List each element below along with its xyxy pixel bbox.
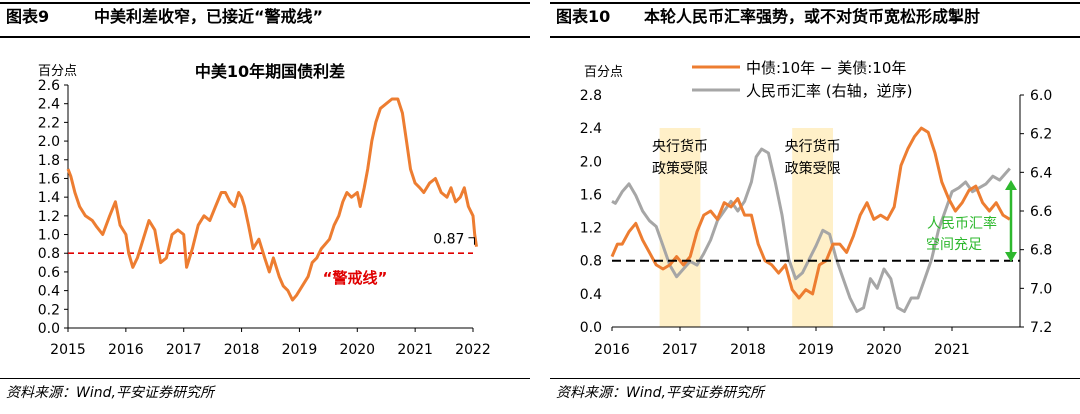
spread-series-line	[66, 97, 478, 302]
footer-rule	[0, 378, 530, 379]
y2-tick-label: 7.2	[1030, 320, 1052, 336]
figure-title: 中美利差收窄，已接近“警戒线”	[94, 7, 324, 26]
y2-tick-label: 6.2	[1030, 127, 1052, 143]
y2-tick-label: 6.0	[1030, 88, 1052, 104]
band-label: 政策受限	[785, 160, 841, 177]
y-tick-label: 1.0	[38, 228, 60, 244]
footer-rule	[550, 378, 1080, 379]
y-tick-label: 1.2	[38, 209, 60, 225]
x-tick-label: 2019	[798, 342, 834, 358]
figure-title: 本轮人民币汇率强势，或不对货币宽松形成掣肘	[644, 7, 981, 26]
last-value-label: 0.87	[433, 232, 464, 248]
chart-title: 中美10年期国债利差	[195, 62, 345, 81]
x-tick-label: 2017	[662, 342, 698, 358]
rmb-rate-series-line	[611, 147, 1011, 313]
band-label: 央行货币	[785, 138, 841, 155]
x-tick-label: 2015	[50, 342, 86, 358]
legend-label-rmb: 人民币汇率 (右轴，逆序)	[746, 82, 912, 100]
y-tick-label: 0.2	[38, 302, 60, 318]
x-tick-label: 2016	[108, 342, 144, 358]
chart-panel-spread: 图表9 中美利差收窄，已接近“警戒线” 百分点 中美10年期国债利差 0.0 0.2 0…	[0, 0, 530, 414]
y-tick-label: 1.2	[580, 221, 602, 237]
x-tick-label: 2017	[166, 342, 202, 358]
y-tick-label: 2.4	[580, 121, 602, 137]
y-tick-label: 0.0	[38, 321, 60, 337]
header-bottom-rule	[0, 36, 530, 38]
figure-header: 图表9 中美利差收窄，已接近“警戒线”	[0, 0, 530, 34]
y-tick-label: 1.8	[38, 153, 60, 169]
space-arrow-head-down	[1005, 252, 1017, 262]
figure-number: 图表10	[556, 7, 611, 26]
y-axis-unit: 百分点	[38, 64, 77, 79]
x-tick-label: 2018	[224, 342, 260, 358]
y-tick-label: 0.8	[580, 254, 602, 270]
y-tick-label: 2.0	[38, 134, 60, 150]
last-value-pointer	[468, 237, 475, 245]
warning-line-label: “警戒线”	[323, 269, 388, 287]
band-label: 央行货币	[652, 138, 708, 155]
header-top-rule	[550, 2, 1080, 4]
y-tick-label: 2.8	[580, 88, 602, 104]
y-tick-label: 1.6	[38, 171, 60, 187]
source-note: 资料来源：Wind,平安证券研究所	[556, 385, 764, 401]
space-annotation: 空间充足	[926, 237, 982, 253]
source-note: 资料来源：Wind,平安证券研究所	[6, 385, 214, 401]
cn-us-spread-series-line	[610, 126, 1011, 300]
y2-tick-label: 6.6	[1030, 204, 1052, 220]
y2-tick-label: 6.4	[1030, 165, 1052, 181]
space-annotation: 人民币汇率	[927, 215, 997, 232]
legend-label-spread: 中债:10年 − 美债:10年	[746, 59, 906, 77]
x-tick-label: 2016	[594, 342, 630, 358]
y-tick-label: 0.4	[580, 287, 602, 303]
y-tick-label: 0.4	[38, 284, 60, 300]
y2-tick-label: 7.0	[1030, 281, 1052, 297]
y-tick-label: 2.6	[38, 78, 60, 94]
y-tick-label: 0.6	[38, 265, 60, 281]
spread-chart: 百分点 中美10年期国债利差 0.0 0.2 0.4 0.6 0.8 1.0 1.2 1.4 1.6…	[38, 62, 491, 358]
header-bottom-rule	[550, 36, 1080, 38]
y2-tick-label: 6.8	[1030, 243, 1052, 259]
x-tick-label: 2019	[282, 342, 318, 358]
x-tick-label: 2021	[934, 342, 970, 358]
header-top-rule	[0, 2, 530, 4]
policy-limit-band	[659, 128, 701, 327]
figure-header: 图表10 本轮人民币汇率强势，或不对货币宽松形成掣肘	[550, 0, 1080, 34]
y-tick-label: 1.4	[38, 190, 60, 206]
x-tick-label: 2020	[866, 342, 902, 358]
x-tick-label: 2020	[339, 342, 375, 358]
x-tick-label: 2021	[397, 342, 433, 358]
y-tick-label: 2.4	[38, 97, 60, 113]
chart-panel-fx: 图表10 本轮人民币汇率强势，或不对货币宽松形成掣肘 央行货币 政策受限 央行货币政…	[550, 0, 1080, 414]
x-tick-label: 2018	[730, 342, 766, 358]
y-tick-label: 0.0	[580, 320, 602, 336]
y-tick-label: 2.2	[38, 115, 60, 131]
band-label: 政策受限	[652, 160, 708, 177]
y-axis-unit: 百分点	[584, 65, 623, 80]
y-tick-label: 0.8	[38, 246, 60, 262]
y-tick-label: 2.0	[580, 154, 602, 170]
figure-number: 图表9	[6, 7, 50, 26]
y-tick-label: 1.6	[580, 187, 602, 203]
x-tick-label: 2022	[455, 342, 491, 358]
space-arrow-head-up	[1005, 180, 1017, 190]
